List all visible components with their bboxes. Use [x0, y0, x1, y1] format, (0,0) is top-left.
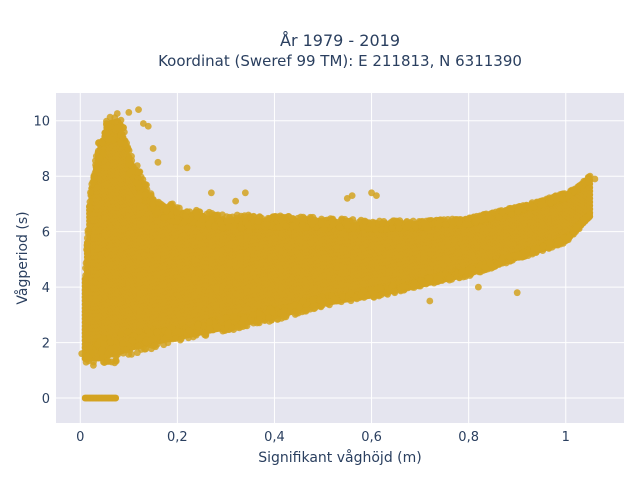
- chart-subtitle: Koordinat (Sweref 99 TM): E 211813, N 63…: [158, 52, 522, 70]
- chart-title: År 1979 - 2019: [280, 31, 400, 50]
